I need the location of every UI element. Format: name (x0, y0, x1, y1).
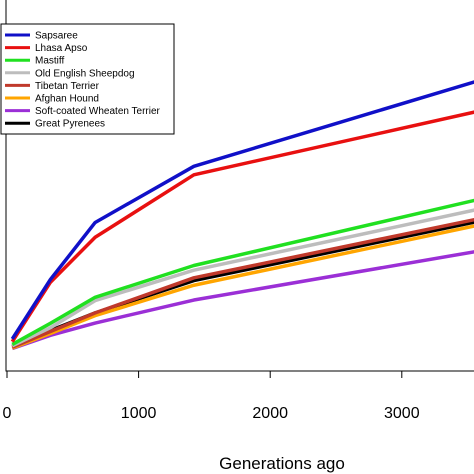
legend-label-7: Great Pyrenees (35, 119, 105, 130)
x-tick-label-2: 2000 (252, 405, 288, 422)
legend-box (0, 23, 175, 135)
x-tick-label-0: 0 (3, 405, 12, 422)
legend-label-6: Soft-coated Wheaten Terrier (35, 106, 161, 117)
x-tick-label-3: 3000 (384, 405, 420, 422)
x-axis: 0 1000 2000 3000 (3, 370, 474, 422)
legend-label-1: Lhasa Apso (35, 43, 88, 54)
series-line-2 (11, 198, 474, 346)
series-line-3 (11, 208, 474, 348)
legend-label-2: Mastiff (35, 56, 64, 67)
series-line-5 (11, 224, 474, 350)
series-line-0 (10, 80, 474, 340)
series-line-4 (11, 217, 474, 349)
x-axis-title: Generations ago (219, 454, 345, 473)
legend-label-4: Tibetan Terrier (35, 81, 100, 92)
x-tick-label-1: 1000 (121, 405, 157, 422)
legend-label-3: Old English Sheepdog (35, 68, 135, 79)
series-layer (10, 80, 474, 351)
legend-label-5: Afghan Hound (35, 94, 99, 105)
series-line-6 (11, 250, 474, 351)
legend-label-0: Sapsaree (35, 31, 78, 42)
